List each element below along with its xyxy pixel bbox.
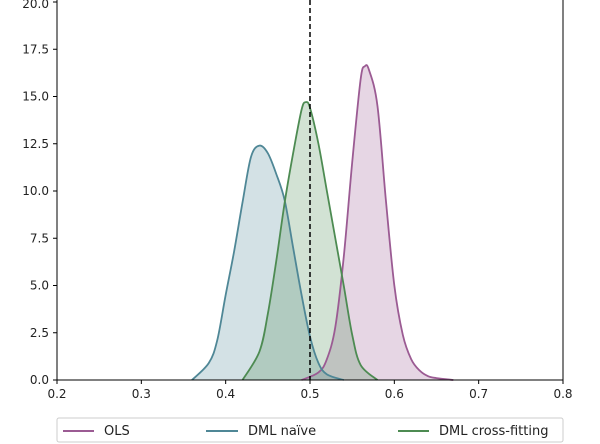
x-tick-label: 0.5 [300,387,319,401]
x-tick-label: 0.4 [216,387,235,401]
y-tick-label: 10.0 [22,184,49,198]
plot-area [191,0,454,381]
legend: OLS DML naïve DML cross-fitting [56,417,564,443]
y-tick-label: 2.5 [30,326,49,340]
x-tick-label: 0.7 [469,387,488,401]
series-2-line [241,101,379,381]
x-tick-label: 0.6 [385,387,404,401]
legend-label-2: DML cross-fitting [439,424,548,439]
x-tick-label: 0.3 [132,387,151,401]
legend-label-1: DML naïve [248,424,316,439]
x-tick-label: 0.8 [553,387,572,401]
y-tick-label: 5.0 [30,279,49,293]
y-tick-label: 7.5 [30,231,49,245]
y-axis: 0.0 2.5 5.0 7.5 10.0 12.5 15.0 17.5 20.0 [22,0,58,387]
y-tick-label: 20.0 [22,0,49,11]
y-tick-label: 15.0 [22,90,49,104]
legend-frame [56,417,564,443]
y-tick-label: 0.0 [30,373,49,387]
y-tick-label: 17.5 [22,42,49,56]
x-tick-label: 0.2 [47,387,66,401]
x-axis: 0.2 0.3 0.4 0.5 0.6 0.7 0.8 [47,0,573,401]
series-1-line [191,144,345,381]
y-tick-label: 12.5 [22,137,49,151]
series-0-line [301,64,454,381]
legend-label-0: OLS [104,424,130,439]
